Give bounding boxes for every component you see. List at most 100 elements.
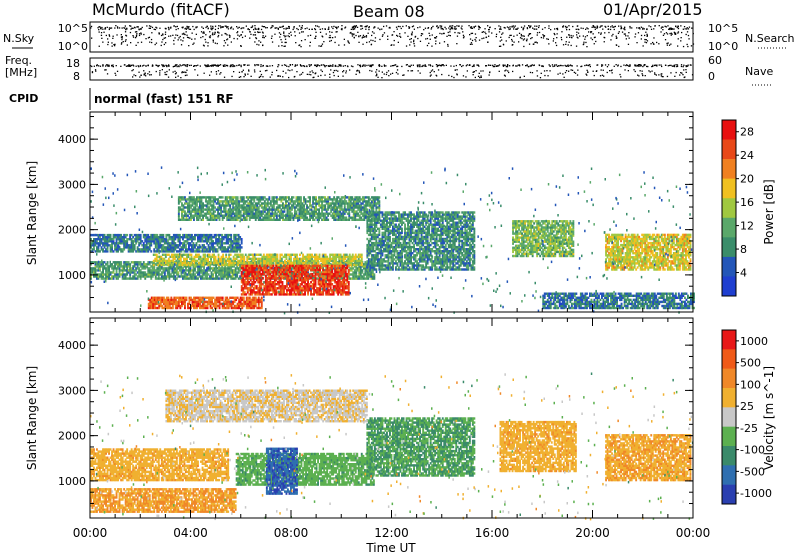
data-cell — [351, 253, 354, 256]
data-cell — [285, 261, 288, 265]
nsky-sample — [629, 25, 631, 28]
nsky-sample — [570, 36, 573, 39]
data-cell — [126, 263, 129, 266]
freq-sample — [476, 64, 478, 66]
data-cell — [127, 271, 130, 274]
data-cell — [309, 257, 312, 261]
data-cell — [293, 265, 296, 268]
data-cell — [138, 267, 141, 270]
nsky-sample — [233, 37, 235, 40]
data-cell — [256, 257, 259, 261]
data-cell — [159, 302, 162, 306]
freq-sample — [643, 64, 645, 67]
freq-sample — [222, 64, 224, 66]
data-cell — [194, 300, 197, 304]
freq-sample — [456, 73, 458, 75]
nsky-sample — [138, 34, 141, 37]
data-cell — [194, 265, 196, 268]
data-cell — [281, 276, 284, 280]
nsky-sample — [98, 29, 100, 31]
nsky-sample — [134, 27, 136, 29]
data-cell — [258, 281, 261, 284]
data-cell — [213, 255, 215, 259]
data-cell — [293, 279, 296, 282]
freq-sample — [674, 75, 676, 77]
nsky-sample — [288, 25, 290, 28]
nsky-sample — [102, 28, 104, 30]
data-cell — [214, 255, 217, 259]
nsky-sample — [254, 34, 256, 36]
data-cell — [245, 264, 248, 268]
nsky-sample — [393, 31, 395, 33]
data-cell — [124, 269, 127, 272]
data-cell — [123, 269, 126, 272]
data-cell — [273, 266, 276, 270]
freq-sample — [551, 64, 554, 66]
nsky-sample — [135, 44, 137, 46]
nsky-sample — [108, 28, 110, 31]
data-cell — [202, 261, 205, 265]
nsky-sample — [279, 26, 281, 28]
data-cell — [173, 300, 176, 304]
data-cell — [100, 271, 103, 274]
data-cell — [347, 264, 350, 268]
data-cell — [255, 273, 258, 276]
data-cell — [172, 269, 175, 272]
data-cell — [344, 279, 347, 282]
data-cell — [270, 264, 273, 268]
nsky-sample — [538, 31, 541, 34]
freq-sample — [306, 73, 308, 75]
nsky-sample — [151, 26, 154, 29]
freq-sample — [91, 71, 94, 73]
data-cell — [296, 255, 298, 259]
data-cell — [156, 273, 159, 276]
nsky-sample — [593, 36, 596, 39]
data-cell — [193, 255, 196, 259]
data-cell — [341, 274, 344, 278]
data-cell — [211, 255, 214, 259]
nsky-sample — [373, 27, 375, 29]
freq-sample — [453, 65, 455, 67]
nsky-sample — [454, 31, 456, 34]
data-cell — [302, 293, 305, 296]
data-cell — [102, 263, 104, 266]
data-cell — [314, 267, 317, 270]
nsky-sample — [553, 32, 555, 35]
nsky-sample — [646, 40, 649, 42]
data-cell — [192, 267, 195, 270]
nsky-sample — [351, 33, 353, 35]
data-cell — [184, 300, 186, 304]
data-cell — [259, 259, 262, 263]
data-cell — [190, 296, 192, 299]
data-cell — [144, 267, 147, 270]
nsky-sample — [109, 27, 111, 29]
data-cell — [309, 259, 312, 263]
freq-sample — [172, 71, 174, 73]
freq-sample — [559, 64, 562, 67]
nsky-sample — [306, 27, 308, 29]
data-cell — [171, 275, 174, 278]
data-cell — [178, 263, 181, 267]
data-cell — [197, 302, 200, 306]
data-cell — [151, 269, 154, 272]
data-cell — [234, 263, 237, 266]
data-cell — [141, 271, 144, 274]
nsky-sample — [554, 28, 556, 30]
data-cell — [338, 270, 341, 274]
freq-sample — [558, 65, 560, 67]
data-cell — [343, 285, 346, 288]
freq-sample — [271, 65, 274, 67]
data-cell — [157, 263, 160, 267]
data-cell — [370, 275, 373, 278]
nsky-sample — [124, 25, 126, 27]
freq-sample — [378, 64, 380, 66]
nsky-sample — [209, 35, 212, 37]
data-cell — [305, 289, 308, 292]
data-cell — [197, 271, 199, 274]
freq-sample — [638, 65, 640, 67]
data-cell — [231, 259, 234, 263]
data-cell — [248, 276, 251, 280]
freq-sample — [430, 74, 432, 76]
freq-sample — [107, 65, 109, 67]
data-cell — [216, 261, 218, 265]
